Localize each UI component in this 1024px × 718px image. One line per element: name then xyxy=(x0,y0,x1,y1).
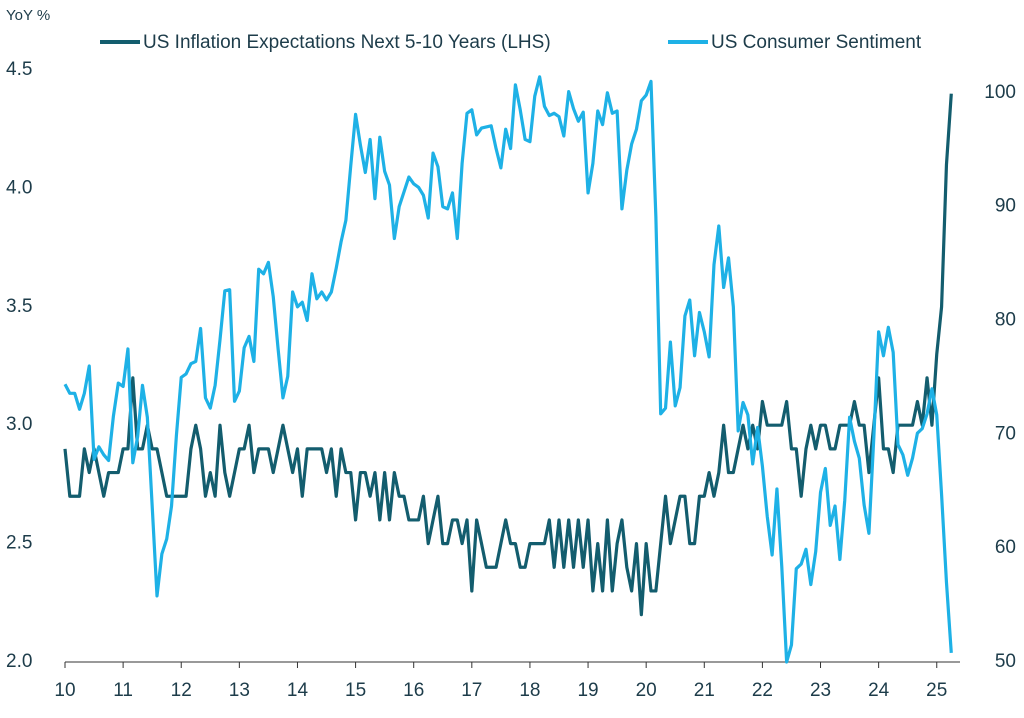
y2-tick-label: 90 xyxy=(995,196,1016,217)
y-tick-label: 2.0 xyxy=(6,651,32,672)
x-tick-label: 19 xyxy=(577,680,598,701)
y-axis-label: YoY % xyxy=(6,7,50,24)
series-line xyxy=(63,93,953,617)
x-tick-label: 24 xyxy=(868,680,890,701)
x-tick-label: 15 xyxy=(345,680,366,701)
y-tick-label: 4.5 xyxy=(6,59,32,80)
x-tick-label: 25 xyxy=(926,680,947,701)
y-tick-label: 3.0 xyxy=(6,414,32,435)
y2-tick-label: 60 xyxy=(995,537,1016,558)
y2-tick-label: 70 xyxy=(995,423,1016,444)
y-tick-label: 4.0 xyxy=(6,177,32,198)
x-tick-label: 10 xyxy=(54,680,75,701)
legend-label: US Inflation Expectations Next 5-10 Year… xyxy=(143,32,551,53)
x-tick-label: 13 xyxy=(229,680,250,701)
y2-tick-label: 80 xyxy=(995,309,1016,330)
x-tick-label: 22 xyxy=(752,680,773,701)
x-tick-label: 12 xyxy=(171,680,192,701)
legend-label: US Consumer Sentiment xyxy=(711,32,922,53)
x-tick-label: 11 xyxy=(113,680,133,701)
x-tick-label: 16 xyxy=(403,680,424,701)
y2-tick-label: 100 xyxy=(984,82,1016,103)
y-tick-label: 3.5 xyxy=(6,296,32,317)
series-line xyxy=(63,75,953,664)
x-tick-label: 18 xyxy=(519,680,540,701)
x-tick-label: 17 xyxy=(461,680,482,701)
x-tick-label: 21 xyxy=(694,680,715,701)
x-tick-label: 14 xyxy=(287,680,309,701)
y-tick-label: 2.5 xyxy=(6,533,32,554)
y2-tick-label: 50 xyxy=(995,651,1016,672)
x-tick-label: 23 xyxy=(810,680,831,701)
x-tick-label: 20 xyxy=(636,680,657,701)
